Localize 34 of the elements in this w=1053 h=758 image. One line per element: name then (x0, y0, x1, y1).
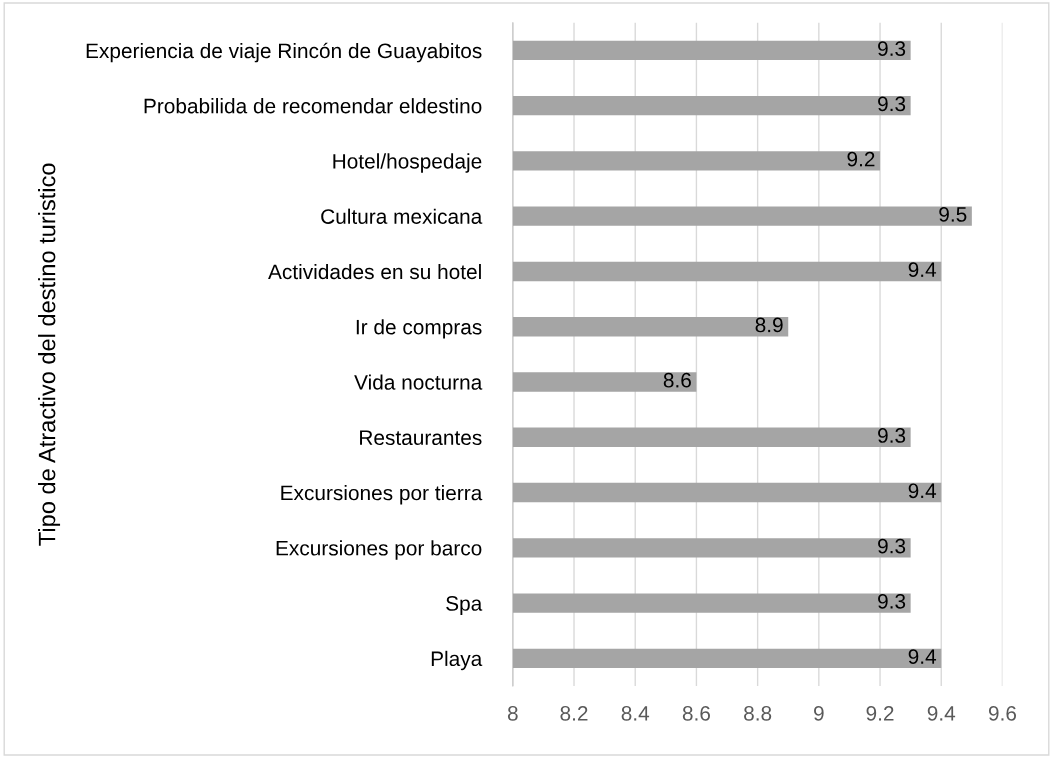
y-tick-label: Cultura mexicana (321, 208, 483, 224)
y-tick-label: Excursiones por tierra (281, 484, 483, 505)
data-label: 9.3 (878, 428, 906, 443)
x-tick-label: 9.4 (927, 705, 956, 721)
y-tick-label: Ir de compras (356, 319, 482, 339)
y-tick-label: Excursiones por barco (276, 540, 482, 560)
y-tick-label: Hotel/hospedaje (333, 153, 482, 173)
y-tick-label: Experiencia de viaje Rincón de Guayabitos (86, 42, 482, 63)
x-tick-label: 8.4 (621, 705, 650, 721)
data-label: 9.2 (847, 151, 875, 167)
x-tick-label: 8.2 (560, 705, 588, 721)
data-label: 9.5 (939, 207, 967, 222)
x-tick-label: 9.2 (866, 705, 894, 721)
x-tick-label: 9 (814, 705, 824, 721)
x-tick-label: 8.8 (744, 705, 772, 721)
data-label: 9.3 (878, 538, 906, 554)
y-tick-label: Playa (431, 650, 483, 671)
data-label: 9.3 (878, 593, 906, 609)
data-label: 8.6 (663, 372, 691, 388)
y-tick-label: Spa (446, 596, 483, 615)
x-tick-label: 8 (507, 705, 518, 721)
y-tick-label: Probabilida de recomendar eldestino (144, 98, 482, 114)
x-tick-label: 9.6 (988, 705, 1017, 721)
y-tick-label: Actividades en su hotel (268, 263, 481, 280)
data-label: 9.4 (908, 262, 937, 278)
data-label: 8.9 (755, 317, 783, 333)
y-tick-label: Vida nocturna (354, 374, 483, 390)
y-axis-title: Tipo de Atractivo del destino turistico (38, 163, 61, 546)
data-label: 9.3 (878, 41, 906, 56)
data-label: 9.3 (878, 96, 906, 112)
x-tick-label: 8.6 (682, 705, 710, 721)
data-label: 9.4 (908, 483, 937, 499)
data-label: 9.4 (908, 649, 937, 664)
y-tick-label: Restaurantes (360, 430, 482, 446)
